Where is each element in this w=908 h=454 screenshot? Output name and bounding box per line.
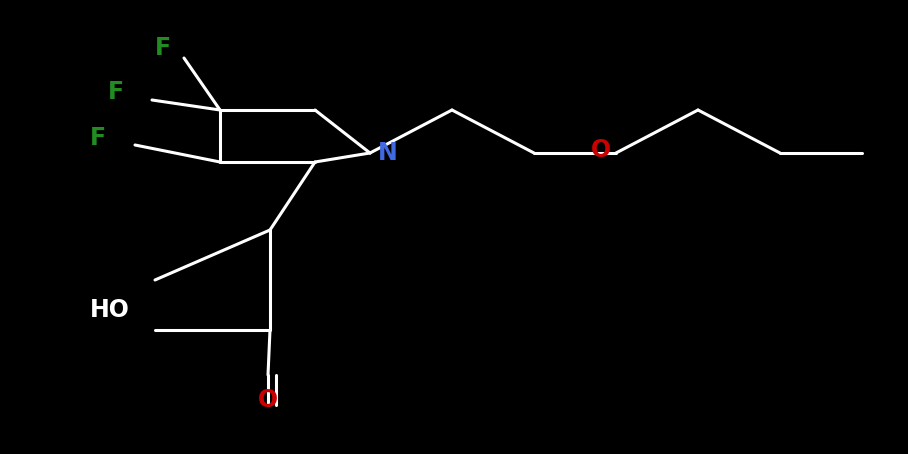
Text: F: F: [90, 126, 106, 150]
Text: O: O: [258, 388, 278, 412]
Text: F: F: [155, 36, 171, 60]
Text: O: O: [591, 138, 611, 162]
Text: N: N: [378, 141, 398, 165]
Text: HO: HO: [90, 298, 130, 322]
Text: F: F: [108, 80, 124, 104]
